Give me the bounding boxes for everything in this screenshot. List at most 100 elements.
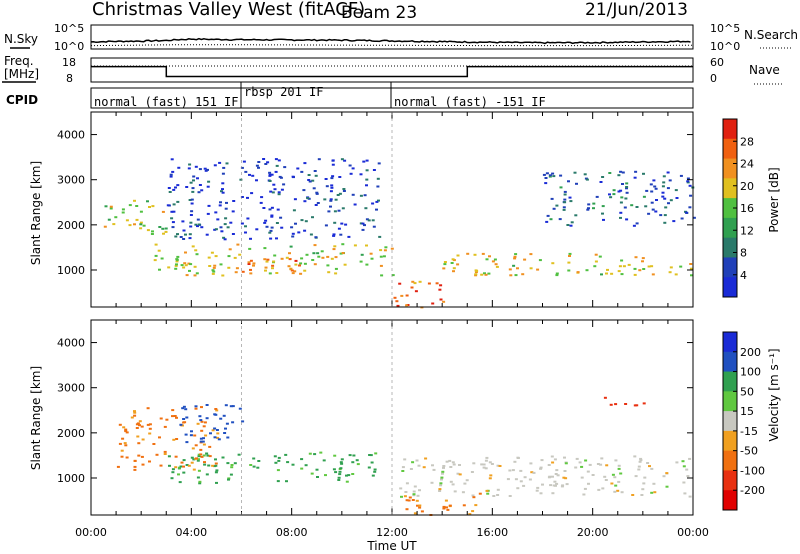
scatter-cell <box>300 257 304 260</box>
scatter-cell <box>451 483 455 486</box>
colorbar-tick-label: -200 <box>740 484 765 497</box>
scatter-cell <box>340 158 344 161</box>
scatter-cell <box>521 273 525 276</box>
scatter-cell <box>605 272 608 275</box>
scatter-cell <box>567 269 571 272</box>
scatter-cell <box>285 480 288 483</box>
scatter-cell <box>133 410 136 413</box>
scatter-cell <box>586 470 590 473</box>
scatter-cell <box>240 222 244 225</box>
scatter-cell <box>249 272 253 275</box>
scatter-cell <box>551 172 555 175</box>
scatter-cell <box>124 444 128 447</box>
scatter-cell <box>190 461 194 464</box>
scatter-cell <box>229 221 233 224</box>
scatter-cell <box>617 190 621 193</box>
scatter-cell <box>432 468 436 471</box>
scatter-cell <box>285 256 289 259</box>
scatter-cell <box>244 170 248 173</box>
scatter-cell <box>300 170 304 173</box>
scatter-cell <box>593 265 597 268</box>
scatter-cell <box>184 233 187 236</box>
scatter-cell <box>359 260 363 263</box>
scatter-cell <box>200 406 203 409</box>
scatter-cell <box>552 207 556 210</box>
scatter-cell <box>399 487 403 490</box>
scatter-cell <box>112 223 116 226</box>
scatter-cell <box>327 210 331 213</box>
scatter-cell <box>224 404 228 407</box>
scatter-cell <box>203 421 207 424</box>
scatter-cell <box>191 245 195 248</box>
scatter-cell <box>610 482 614 485</box>
scatter-cell <box>451 461 455 464</box>
cpid-program-3: normal (fast) -151 IF <box>394 95 546 109</box>
scatter-cell <box>148 427 152 430</box>
freq-tick-18: 18 <box>62 56 76 69</box>
scatter-cell <box>401 470 405 472</box>
scatter-cell <box>320 250 324 253</box>
scatter-cell <box>438 488 442 491</box>
scatter-cell <box>633 455 637 458</box>
scatter-cell <box>255 164 259 167</box>
colorbar-cell <box>723 371 737 392</box>
scatter-cell <box>351 193 355 196</box>
scatter-cell <box>222 166 226 169</box>
scatter-cell <box>252 457 256 460</box>
scatter-cell <box>538 259 542 262</box>
power-colorbar: 4 8 12 16 20 24 28 <box>722 118 754 298</box>
scatter-cell <box>686 177 690 180</box>
scatter-cell <box>412 493 416 496</box>
scatter-cell <box>642 172 645 175</box>
scatter-cell <box>275 164 279 167</box>
scatter-cell <box>647 212 651 215</box>
scatter-cell <box>167 455 171 458</box>
scatter-cell <box>645 189 649 192</box>
scatter-cell <box>195 253 199 256</box>
scatter-cell <box>146 200 149 203</box>
colorbar-tick-label: 200 <box>740 346 761 359</box>
scatter-cell <box>216 432 220 435</box>
scatter-cell <box>219 417 223 420</box>
scatter-cell <box>146 229 150 232</box>
colorbar-cell <box>723 332 737 353</box>
scatter-cell <box>207 180 211 183</box>
scatter-cell <box>639 459 643 462</box>
colorbar-cell <box>723 411 737 432</box>
scatter-cell <box>551 492 555 495</box>
scatter-cell <box>550 455 554 458</box>
scatter-cell <box>484 467 488 470</box>
scatter-cell <box>231 405 235 408</box>
scatter-cell <box>666 187 670 190</box>
scatter-cell <box>225 422 229 425</box>
scatter-cell <box>264 219 268 222</box>
scatter-cell <box>513 257 517 260</box>
x-tick-label: 00:00 <box>677 526 709 539</box>
scatter-cell <box>274 158 278 161</box>
scatter-cell <box>213 228 217 231</box>
scatter-cell <box>196 459 200 462</box>
scatter-cell <box>619 211 623 214</box>
scatter-cell <box>159 464 163 467</box>
scatter-cell <box>213 427 217 430</box>
scatter-cell <box>592 202 596 205</box>
scatter-cell <box>192 179 195 182</box>
scatter-cell <box>282 183 286 186</box>
scatter-cell <box>368 454 372 456</box>
scatter-cell <box>300 458 304 461</box>
scatter-cell <box>474 504 478 507</box>
scatter-cell <box>212 270 216 273</box>
scatter-cell <box>662 175 666 178</box>
scatter-cell <box>196 422 200 425</box>
scatter-cell <box>133 414 137 417</box>
scatter-cell <box>482 463 486 466</box>
scatter-cell <box>189 225 193 228</box>
scatter-cell <box>662 475 666 478</box>
scatter-cell <box>175 438 179 440</box>
scatter-cell <box>215 409 219 412</box>
scatter-cell <box>338 176 342 178</box>
scatter-cell <box>466 252 470 255</box>
scatter-cell <box>349 172 353 175</box>
scatter-cell <box>486 492 490 495</box>
noise-right-label: N.Search <box>744 28 798 42</box>
